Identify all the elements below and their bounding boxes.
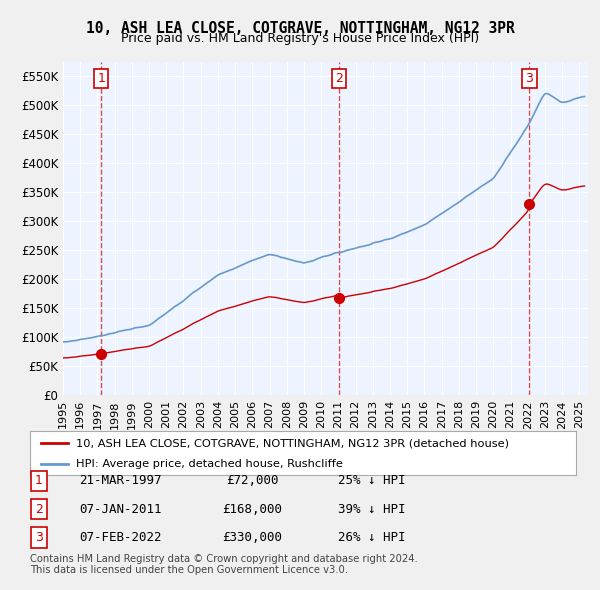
Text: 21-MAR-1997: 21-MAR-1997 <box>79 474 161 487</box>
Text: 2: 2 <box>335 72 343 85</box>
Text: Contains HM Land Registry data © Crown copyright and database right 2024.
This d: Contains HM Land Registry data © Crown c… <box>30 553 418 575</box>
Text: 10, ASH LEA CLOSE, COTGRAVE, NOTTINGHAM, NG12 3PR (detached house): 10, ASH LEA CLOSE, COTGRAVE, NOTTINGHAM,… <box>76 438 509 448</box>
Text: 26% ↓ HPI: 26% ↓ HPI <box>338 531 406 544</box>
Text: £72,000: £72,000 <box>226 474 278 487</box>
Text: HPI: Average price, detached house, Rushcliffe: HPI: Average price, detached house, Rush… <box>76 459 343 469</box>
Text: 2: 2 <box>35 503 43 516</box>
Text: Price paid vs. HM Land Registry's House Price Index (HPI): Price paid vs. HM Land Registry's House … <box>121 32 479 45</box>
Text: £168,000: £168,000 <box>222 503 282 516</box>
Text: 07-JAN-2011: 07-JAN-2011 <box>79 503 161 516</box>
Text: 3: 3 <box>526 72 533 85</box>
Text: 10, ASH LEA CLOSE, COTGRAVE, NOTTINGHAM, NG12 3PR: 10, ASH LEA CLOSE, COTGRAVE, NOTTINGHAM,… <box>86 21 514 35</box>
Text: 07-FEB-2022: 07-FEB-2022 <box>79 531 161 544</box>
Text: 39% ↓ HPI: 39% ↓ HPI <box>338 503 406 516</box>
Text: 1: 1 <box>35 474 43 487</box>
Text: 25% ↓ HPI: 25% ↓ HPI <box>338 474 406 487</box>
Text: 3: 3 <box>35 531 43 544</box>
Text: 1: 1 <box>97 72 105 85</box>
Text: £330,000: £330,000 <box>222 531 282 544</box>
